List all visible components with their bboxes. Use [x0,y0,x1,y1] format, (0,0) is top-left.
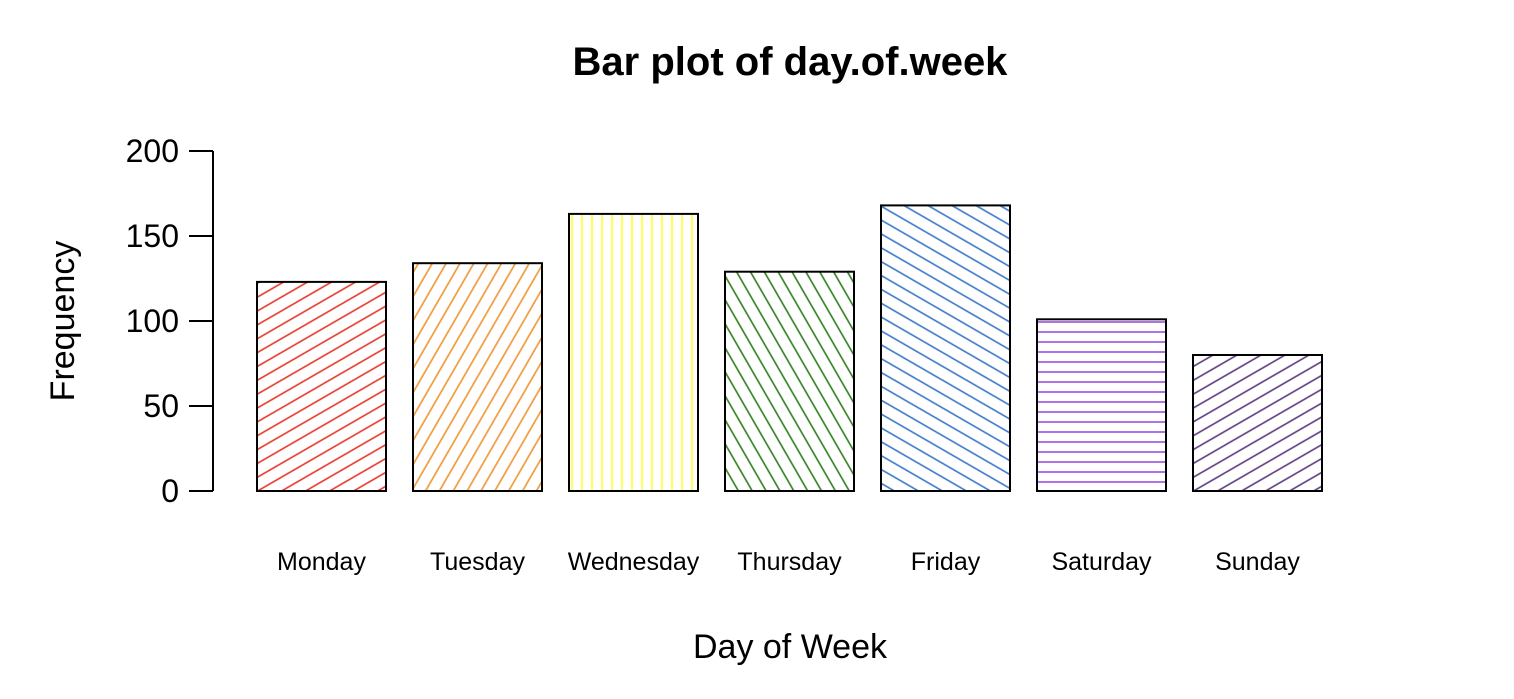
x-tick-label: Wednesday [568,548,700,576]
bar-friday [880,204,1011,492]
y-tick-label: 50 [143,388,179,424]
x-tick-label: Thursday [737,548,842,576]
bar-sunday [1192,354,1323,492]
x-tick-label: Friday [911,548,981,576]
chart-title: Bar plot of day.of.week [573,40,1009,84]
y-tick-label: 200 [126,133,179,169]
bar-monday [256,280,387,492]
y-tick-label: 0 [161,473,179,509]
x-axis-title: Day of Week [693,628,888,666]
bar-thursday [724,270,855,493]
x-tick-label: Sunday [1215,548,1300,576]
y-tick-label: 150 [126,218,179,254]
bar-tuesday [412,262,543,493]
y-axis-title: Frequency [44,241,82,402]
x-tick-labels: Monday Tuesday Wednesday Thursday Friday Satu… [277,548,1300,576]
y-axis: 0 50 100 150 200 [126,133,214,509]
bars [256,204,1323,493]
y-tick-label: 100 [126,303,179,339]
bar-saturday [1036,318,1167,492]
x-tick-label: Monday [277,548,366,576]
bar-wednesday [568,212,699,492]
x-tick-label: Tuesday [430,548,525,576]
x-tick-label: Saturday [1051,548,1152,576]
